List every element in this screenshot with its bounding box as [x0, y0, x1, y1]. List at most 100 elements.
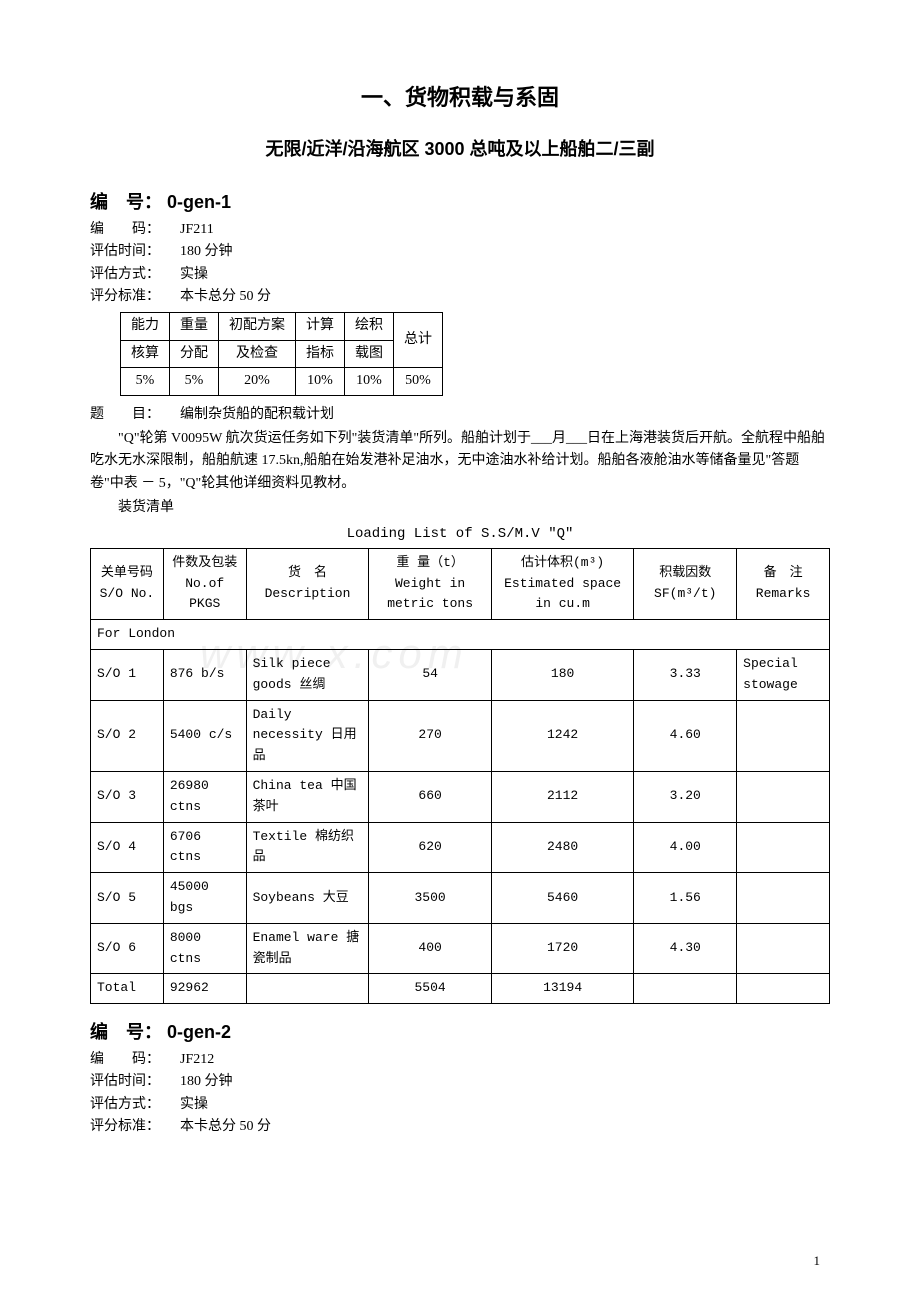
meta-std-label: 评分标准： — [90, 286, 180, 308]
title-sub: 无限/近洋/沿海航区 3000 总吨及以上船舶二/三副 — [90, 135, 830, 164]
score-value-cell: 20% — [219, 368, 296, 395]
meta2-code-label: 编 码： — [90, 1049, 180, 1071]
loading-cell: Soybeans 大豆 — [246, 873, 369, 924]
loading-total-cell — [246, 974, 369, 1004]
loading-cell: 5400 c/s — [163, 700, 246, 771]
loading-cell: 54 — [369, 650, 491, 701]
title-main: 一、货物积载与系固 — [90, 80, 830, 115]
loading-header-cell: 关单号码S/O No. — [91, 548, 164, 619]
loading-cell — [737, 923, 830, 974]
loading-cell: 3.33 — [634, 650, 737, 701]
loading-total-cell: 13194 — [491, 974, 634, 1004]
topic-row: 题 目： 编制杂货船的配积载计划 — [90, 404, 830, 426]
loading-cell: 8000 ctns — [163, 923, 246, 974]
loading-cell: Special stowage — [737, 650, 830, 701]
loading-cell: Textile 棉纺织品 — [246, 822, 369, 873]
score-header-cell: 能力 — [121, 313, 170, 340]
loading-cell: 270 — [369, 700, 491, 771]
meta2-method-label: 评估方式： — [90, 1094, 180, 1116]
topic-label: 题 目： — [90, 404, 180, 426]
score-header-cell: 重量 — [170, 313, 219, 340]
loading-cell: Daily necessity 日用品 — [246, 700, 369, 771]
table-row: S/O 326980 ctnsChina tea 中国茶叶66021123.20 — [91, 772, 830, 823]
meta-time-value: 180 分钟 — [180, 241, 830, 263]
loading-cell: 2112 — [491, 772, 634, 823]
loading-total-cell — [737, 974, 830, 1004]
table-row: S/O 1876 b/sSilk piece goods 丝绸541803.33… — [91, 650, 830, 701]
loading-cell: China tea 中国茶叶 — [246, 772, 369, 823]
loading-cell: 660 — [369, 772, 491, 823]
meta2-time: 评估时间： 180 分钟 — [90, 1071, 830, 1093]
section-2-value: 0-gen-2 — [167, 1022, 231, 1042]
loading-total-cell — [634, 974, 737, 1004]
loading-cell — [737, 873, 830, 924]
loading-cell: S/O 6 — [91, 923, 164, 974]
meta-code-value: JF211 — [180, 219, 830, 241]
page-number: 1 — [814, 1251, 821, 1272]
loading-cell: S/O 2 — [91, 700, 164, 771]
meta-method: 评估方式： 实操 — [90, 264, 830, 286]
score-table: 能力重量初配方案计算绘积总计核算分配及检查指标载图5%5%20%10%10%50… — [120, 312, 443, 395]
loading-cell: S/O 4 — [91, 822, 164, 873]
score-value-cell: 10% — [296, 368, 345, 395]
loading-cell: 1242 — [491, 700, 634, 771]
loading-cell: 400 — [369, 923, 491, 974]
loading-total-cell: 5504 — [369, 974, 491, 1004]
score-value-cell: 5% — [170, 368, 219, 395]
meta-code: 编 码： JF211 — [90, 219, 830, 241]
meta2-method-value: 实操 — [180, 1094, 830, 1116]
table-row: S/O 25400 c/sDaily necessity 日用品27012424… — [91, 700, 830, 771]
loading-cell: 2480 — [491, 822, 634, 873]
section-1-header: 编 号： 0-gen-1 — [90, 188, 830, 217]
table-row: S/O 545000 bgsSoybeans 大豆350054601.56 — [91, 873, 830, 924]
table-total-row: Total92962 550413194 — [91, 974, 830, 1004]
meta2-code: 编 码： JF212 — [90, 1049, 830, 1071]
loading-cell: 4.60 — [634, 700, 737, 771]
loading-cell: 4.30 — [634, 923, 737, 974]
section-1-label: 编 号： — [90, 192, 162, 212]
loading-cell: 4.00 — [634, 822, 737, 873]
loading-cell: 26980 ctns — [163, 772, 246, 823]
loading-total-cell: Total — [91, 974, 164, 1004]
loading-header-cell: 件数及包装No.of PKGS — [163, 548, 246, 619]
meta-time-label: 评估时间： — [90, 241, 180, 263]
loading-cell: 6706 ctns — [163, 822, 246, 873]
loading-cell: S/O 5 — [91, 873, 164, 924]
loading-cell — [737, 772, 830, 823]
meta2-std-label: 评分标准： — [90, 1116, 180, 1138]
loading-cell: 3.20 — [634, 772, 737, 823]
meta2-code-value: JF212 — [180, 1049, 830, 1071]
score-header-cell: 指标 — [296, 340, 345, 367]
loading-cell: 3500 — [369, 873, 491, 924]
meta2-method: 评估方式： 实操 — [90, 1094, 830, 1116]
loading-cell: Silk piece goods 丝绸 — [246, 650, 369, 701]
meta-std: 评分标准： 本卡总分 50 分 — [90, 286, 830, 308]
loading-cell — [737, 822, 830, 873]
loading-cell: Enamel ware 搪瓷制品 — [246, 923, 369, 974]
loading-total-cell: 92962 — [163, 974, 246, 1004]
section-2-header: 编 号： 0-gen-2 — [90, 1018, 830, 1047]
loading-group-cell: For London — [91, 620, 830, 650]
loading-header-cell: 积载因数SF(m³/t) — [634, 548, 737, 619]
score-header-cell: 计算 — [296, 313, 345, 340]
paragraph-1: "Q"轮第 V0095W 航次货运任务如下列"装货清单"所列。船舶计划于___月… — [90, 428, 830, 495]
meta-code-label: 编 码： — [90, 219, 180, 241]
loading-header-cell: 备 注Remarks — [737, 548, 830, 619]
loading-header-cell: 重 量（t）Weight in metric tons — [369, 548, 491, 619]
table-row: S/O 46706 ctnsTextile 棉纺织品62024804.00 — [91, 822, 830, 873]
loading-cell: 45000 bgs — [163, 873, 246, 924]
meta2-time-value: 180 分钟 — [180, 1071, 830, 1093]
meta2-time-label: 评估时间： — [90, 1071, 180, 1093]
table-row: S/O 68000 ctnsEnamel ware 搪瓷制品40017204.3… — [91, 923, 830, 974]
paragraph-2: 装货清单 — [90, 497, 830, 519]
score-header-cell: 核算 — [121, 340, 170, 367]
loading-cell: 620 — [369, 822, 491, 873]
loading-caption: Loading List of S.S/M.V "Q" — [90, 523, 830, 545]
loading-table: 关单号码S/O No.件数及包装No.of PKGS货 名Description… — [90, 548, 830, 1004]
score-header-cell: 初配方案 — [219, 313, 296, 340]
meta2-std: 评分标准： 本卡总分 50 分 — [90, 1116, 830, 1138]
loading-cell: 1720 — [491, 923, 634, 974]
score-value-cell: 50% — [394, 368, 443, 395]
meta-method-value: 实操 — [180, 264, 830, 286]
loading-cell: 5460 — [491, 873, 634, 924]
